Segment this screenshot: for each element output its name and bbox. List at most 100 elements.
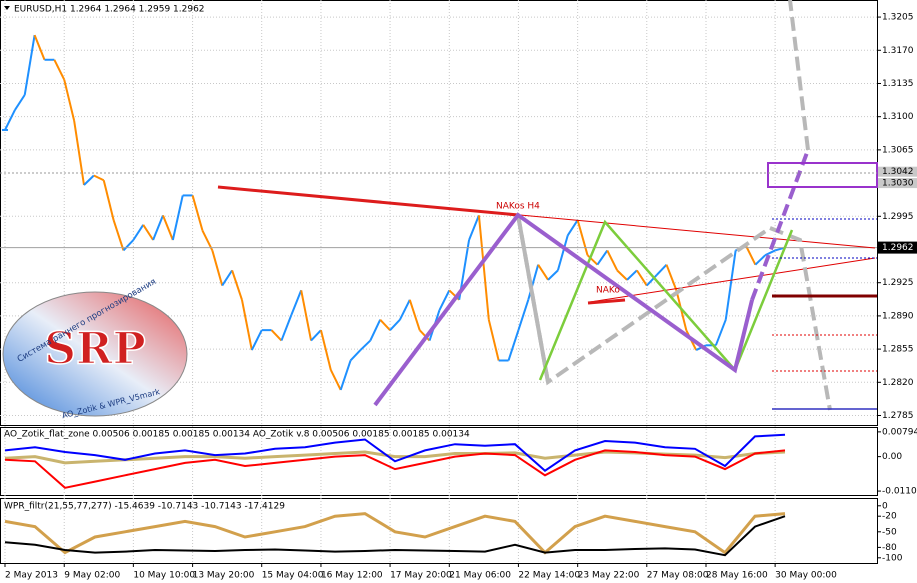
price-segment: [221, 269, 233, 287]
price-segment: [369, 319, 382, 341]
price-segment: [596, 249, 609, 266]
price-segment: [122, 239, 135, 252]
panel-frame: [0, 0, 878, 426]
price-segment: [300, 290, 313, 341]
price-segment: [14, 94, 26, 111]
x-tick-label: 10 May 10:00: [133, 571, 195, 581]
price-segment: [547, 269, 559, 281]
price-segment: [250, 329, 263, 351]
price-segment: [83, 174, 95, 186]
price-segment: [606, 250, 619, 271]
current-price-label: 1.2962: [882, 243, 914, 253]
price-segment: [319, 329, 332, 371]
panel-frame: [0, 498, 878, 564]
price-segment: [636, 269, 648, 287]
x-tick-label: 16 May 12:00: [321, 571, 383, 581]
price-segment: [132, 224, 145, 241]
price-segment: [329, 369, 342, 391]
price-segment: [616, 269, 628, 281]
x-tick-label: 22 May 14:00: [518, 571, 580, 581]
price-segment: [646, 274, 658, 287]
level-label-bg: [878, 178, 917, 189]
menu-arrow[interactable]: [4, 6, 10, 10]
price-segment: [171, 195, 184, 241]
price-segment: [23, 34, 36, 96]
y-tick-label: 1.3205: [882, 13, 914, 23]
y-tick-label: 1.2820: [882, 378, 914, 388]
x-tick-label: 28 May 16:00: [706, 571, 768, 581]
y-tick-label: 0.00794: [882, 427, 917, 437]
price-segment: [63, 79, 76, 121]
panel-title: AO_Zotik_flat_zone 0.00506 0.00185 0.001…: [4, 430, 470, 440]
price-segment: [142, 224, 154, 241]
price-segment: [764, 249, 776, 257]
level-label: 1.3030: [882, 179, 914, 189]
x-tick-label: 27 May 08:00: [647, 571, 709, 581]
price-segment: [438, 289, 451, 311]
price-segment: [665, 264, 678, 291]
price-segment: [586, 254, 599, 266]
logo-title: SRP: [44, 324, 145, 375]
price-segment: [33, 34, 46, 61]
price-segment: [280, 314, 293, 341]
y-tick-label: 1.2995: [882, 212, 914, 222]
y-tick-label: 1.2890: [882, 311, 914, 321]
price-segment: [537, 264, 549, 281]
x-tick-label: 9 May 02:00: [64, 571, 120, 581]
price-segment: [349, 349, 362, 362]
annotation: NAKos H4: [496, 202, 540, 212]
price-segment: [339, 360, 352, 391]
logo: SRP Система раннего прогнозирования AO_Z…: [2, 277, 188, 420]
y-tick-label: 0.00: [882, 452, 902, 462]
chart-title: EURUSD,H1 1.2964 1.2964 1.2959 1.2962: [14, 5, 205, 15]
price-segment: [468, 214, 480, 241]
panel-frame: [0, 427, 878, 496]
indicator-line: [4, 512, 786, 555]
price-segment: [73, 120, 85, 186]
price-segment: [576, 219, 589, 256]
price-segment: [408, 299, 421, 331]
price-segment: [507, 329, 520, 361]
indicator-line: [4, 433, 786, 472]
level-label-bg: [878, 166, 917, 177]
price-segment: [240, 299, 253, 351]
y-tick-label: -0.01104: [882, 487, 917, 497]
price-segment: [724, 250, 737, 320]
price-segment: [112, 219, 125, 251]
y-tick-label: -100: [882, 553, 903, 563]
price-segment: [152, 214, 164, 241]
indicator-line: [4, 449, 786, 489]
price-segment: [655, 263, 668, 276]
price-segment: [477, 215, 490, 320]
current-price-bg: [878, 241, 917, 254]
price-segment: [270, 329, 283, 342]
y-tick-label: 1.2785: [882, 411, 914, 421]
x-tick-label: 23 May 22:00: [578, 571, 640, 581]
indicator-line: [4, 515, 786, 557]
price-segment: [389, 319, 401, 331]
y-tick-label: 1.3065: [882, 145, 914, 155]
price-segment: [162, 214, 174, 241]
price-segment: [517, 299, 530, 331]
y-tick-label: 1.3100: [882, 112, 914, 122]
y-tick-label: -50: [882, 527, 897, 537]
price-segment: [418, 329, 431, 342]
price-segment: [290, 289, 303, 316]
price-segment: [487, 319, 500, 361]
y-tick-label: 1.2925: [882, 278, 914, 288]
x-tick-label: 13 May 20:00: [193, 571, 255, 581]
price-segment: [231, 270, 243, 301]
y-tick-label: 0: [882, 501, 888, 511]
price-segment: [4, 109, 16, 131]
price-segment: [566, 219, 579, 236]
price-segment: [102, 180, 115, 221]
price-segment: [754, 254, 766, 266]
x-tick-label: 30 May 00:00: [775, 571, 837, 581]
x-tick-label: 21 May 06:00: [449, 571, 511, 581]
y-tick-label: 1.2855: [882, 345, 914, 355]
price-segment: [626, 269, 638, 281]
x-tick-label: 2 May 2013: [5, 571, 58, 581]
price-segment: [310, 329, 322, 342]
